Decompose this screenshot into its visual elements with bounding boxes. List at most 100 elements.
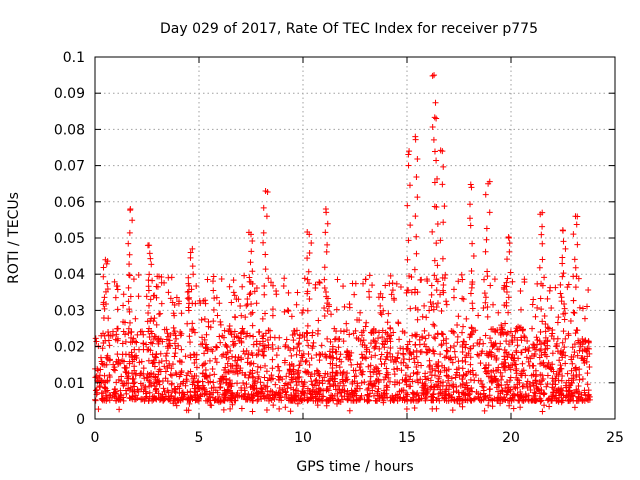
data-point [531, 342, 538, 349]
data-point [159, 394, 166, 401]
data-point [481, 407, 488, 414]
data-point [333, 328, 340, 335]
data-point [356, 396, 363, 403]
data-point [413, 397, 420, 404]
data-point [362, 323, 369, 330]
data-point [217, 318, 224, 325]
data-point [471, 395, 478, 402]
data-point [431, 72, 438, 79]
data-point [231, 328, 238, 335]
data-point [290, 386, 297, 393]
data-point [214, 312, 221, 319]
data-point [579, 335, 586, 342]
data-point [495, 309, 502, 316]
data-point [509, 278, 516, 285]
data-point [119, 340, 126, 347]
data-point [512, 361, 519, 368]
data-point [302, 358, 309, 365]
data-point [210, 389, 217, 396]
data-point [562, 335, 569, 342]
data-point [190, 271, 197, 278]
data-point [353, 385, 360, 392]
data-point [218, 353, 225, 360]
data-point [398, 367, 405, 374]
data-point [276, 385, 283, 392]
data-point [434, 175, 441, 182]
data-point [213, 359, 220, 366]
data-point [104, 378, 111, 385]
data-point [361, 379, 368, 386]
data-point [305, 342, 312, 349]
data-point [395, 350, 402, 357]
data-point [386, 280, 393, 287]
data-point [372, 383, 379, 390]
data-point [187, 339, 194, 346]
data-point [343, 354, 350, 361]
data-point [526, 380, 533, 387]
data-point [420, 391, 427, 398]
data-point [484, 304, 491, 311]
data-point [249, 237, 256, 244]
data-point [165, 395, 172, 402]
data-point [582, 392, 589, 399]
data-point [368, 354, 375, 361]
data-point [352, 327, 359, 334]
data-point [242, 314, 249, 321]
data-point [144, 318, 151, 325]
data-point [525, 358, 532, 365]
data-point [340, 378, 347, 385]
data-point [146, 242, 153, 249]
data-point [324, 220, 331, 227]
data-point [269, 341, 276, 348]
data-point [158, 300, 165, 307]
data-point [189, 381, 196, 388]
y-tick-label: 0.07 [54, 159, 85, 175]
data-point [140, 340, 147, 347]
data-point [304, 385, 311, 392]
data-point [579, 305, 586, 312]
data-point [151, 383, 158, 390]
data-point [379, 334, 386, 341]
data-point [268, 279, 275, 286]
data-point [149, 360, 156, 367]
data-point [149, 277, 156, 284]
data-point [434, 278, 441, 285]
data-point [377, 302, 384, 309]
data-point [462, 344, 469, 351]
data-point [544, 295, 551, 302]
data-point [190, 375, 197, 382]
data-point [223, 343, 230, 350]
data-point [507, 328, 514, 335]
data-point [303, 329, 310, 336]
data-point [466, 215, 473, 222]
data-point [281, 393, 288, 400]
data-point [337, 399, 344, 406]
data-point [375, 335, 382, 342]
data-point [411, 391, 418, 398]
data-point [171, 312, 178, 319]
data-point [511, 392, 518, 399]
data-point [113, 379, 120, 386]
data-point [324, 385, 331, 392]
data-point [382, 356, 389, 363]
data-point [153, 283, 160, 290]
data-point [202, 366, 209, 373]
data-point [397, 394, 404, 401]
data-point [311, 382, 318, 389]
data-point [230, 342, 237, 349]
data-point [257, 364, 264, 371]
data-point [405, 237, 412, 244]
data-point [383, 365, 390, 372]
data-point [340, 283, 347, 290]
data-point [467, 376, 474, 383]
data-point [477, 377, 484, 384]
data-point [443, 386, 450, 393]
data-point [254, 369, 261, 376]
data-point [558, 377, 565, 384]
data-point [552, 343, 559, 350]
data-point [126, 229, 133, 236]
data-point [305, 268, 312, 275]
data-point [220, 377, 227, 384]
data-point [300, 307, 307, 314]
data-point [519, 360, 526, 367]
